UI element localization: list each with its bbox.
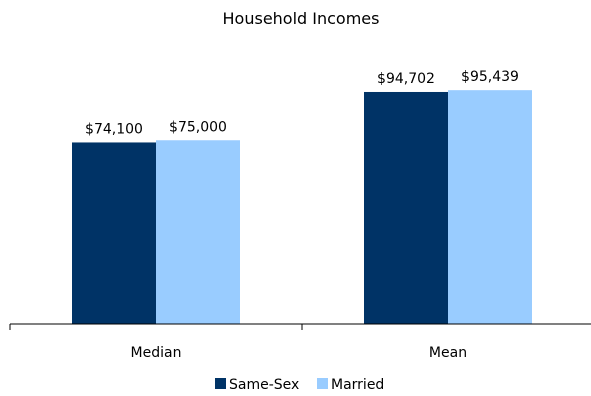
chart-title: Household Incomes (223, 9, 380, 28)
legend: Same-Sex Married (215, 377, 384, 393)
category-label-mean: Mean (429, 345, 467, 361)
data-label-same-sex-median: $74,100 (85, 121, 143, 137)
bar-same-sex-median (72, 142, 156, 324)
data-label-same-sex-mean: $94,702 (377, 71, 435, 87)
data-label-married-mean: $95,439 (461, 69, 519, 85)
category-label-median: Median (131, 345, 182, 361)
legend-swatch-same-sex (215, 378, 226, 389)
legend-label-same-sex: Same-Sex (229, 377, 299, 393)
data-label-married-median: $75,000 (169, 119, 227, 135)
bars-group (72, 90, 532, 324)
legend-swatch-married (317, 378, 328, 389)
bar-married-mean (448, 90, 532, 324)
legend-label-married: Married (331, 377, 384, 393)
data-labels-group: $74,100 $75,000 $94,702 $95,439 (85, 69, 519, 137)
bar-same-sex-mean (364, 91, 448, 324)
bar-married-median (156, 140, 240, 324)
